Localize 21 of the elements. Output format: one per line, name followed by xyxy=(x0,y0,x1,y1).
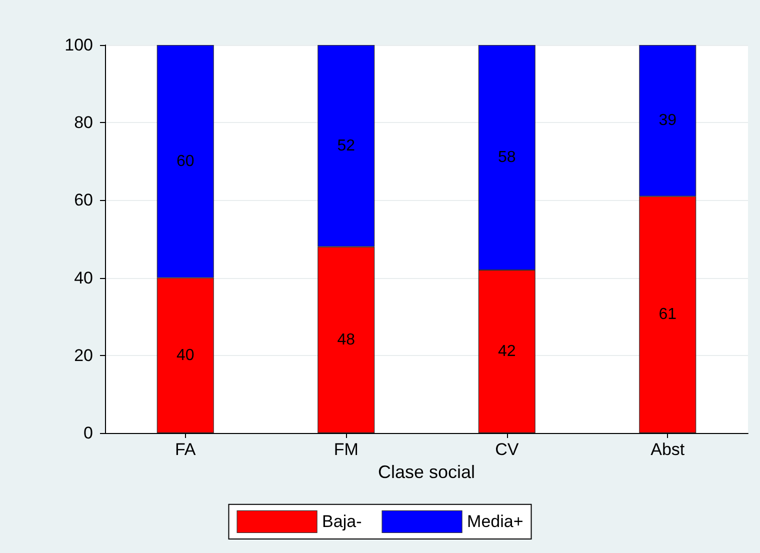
y-tick-label: 20 xyxy=(74,346,93,365)
x-tick-label: FA xyxy=(174,440,196,459)
data-label: 48 xyxy=(337,331,356,348)
y-tick-label: 0 xyxy=(84,424,93,442)
data-label: 39 xyxy=(658,112,677,130)
data-label: 42 xyxy=(498,343,516,360)
legend-label: Baja- xyxy=(322,512,362,532)
x-tick-label: Abst xyxy=(650,440,685,459)
y-tick-label: 100 xyxy=(64,36,93,54)
x-axis-title: Clase social xyxy=(378,462,476,482)
x-tick-label: FM xyxy=(334,440,358,459)
y-tick-label: 80 xyxy=(74,113,93,132)
y-tick-label: 40 xyxy=(74,268,93,288)
data-label: 58 xyxy=(498,149,516,166)
data-label: 52 xyxy=(337,137,356,154)
data-label: 60 xyxy=(176,152,194,170)
y-tick-label: 60 xyxy=(74,190,93,210)
data-label: 40 xyxy=(176,346,194,364)
data-label: 61 xyxy=(658,306,677,324)
legend-label: Media+ xyxy=(467,512,524,532)
x-tick-label: CV xyxy=(495,440,520,459)
